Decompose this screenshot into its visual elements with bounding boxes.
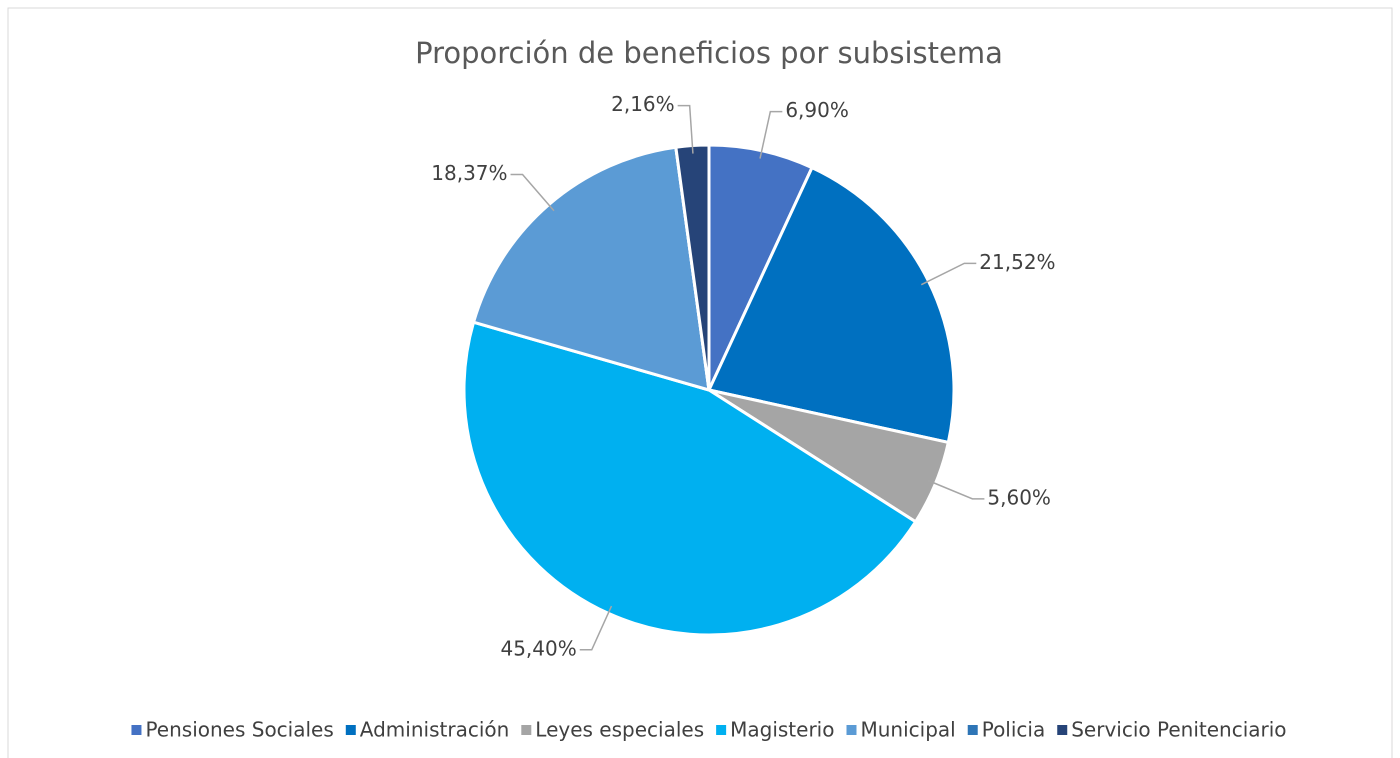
data-label: 5,60% [987,485,1051,509]
legend-label: Administración [360,718,510,742]
legend-label: Servicio Penitenciario [1071,718,1286,742]
legend-swatch [131,725,142,735]
legend-swatch [716,725,727,735]
legend-swatch [846,725,857,735]
leader-line [920,262,977,286]
leader-line [510,173,555,212]
data-label: 21,52% [979,250,1055,274]
legend-label: Policia [982,718,1046,742]
leader-line [579,605,613,651]
leader-line [759,110,783,159]
legend-label: Magisterio [730,718,834,742]
legend-label: Pensiones Sociales [145,718,333,742]
legend-swatch [967,725,978,735]
legend-label: Leyes especiales [535,718,704,742]
leader-line [677,104,694,154]
data-label: 2,16% [611,92,675,116]
legend-label: Municipal [860,718,955,742]
legend-swatch [521,725,532,735]
legend-swatch [345,725,356,735]
data-label: 45,40% [500,636,576,660]
data-label: 6,90% [785,98,849,122]
chart-title: Proporción de beneficios por subsistema [415,36,1003,70]
legend-swatch [1057,725,1068,735]
data-label: 18,37% [431,161,507,185]
leader-line [927,479,985,500]
